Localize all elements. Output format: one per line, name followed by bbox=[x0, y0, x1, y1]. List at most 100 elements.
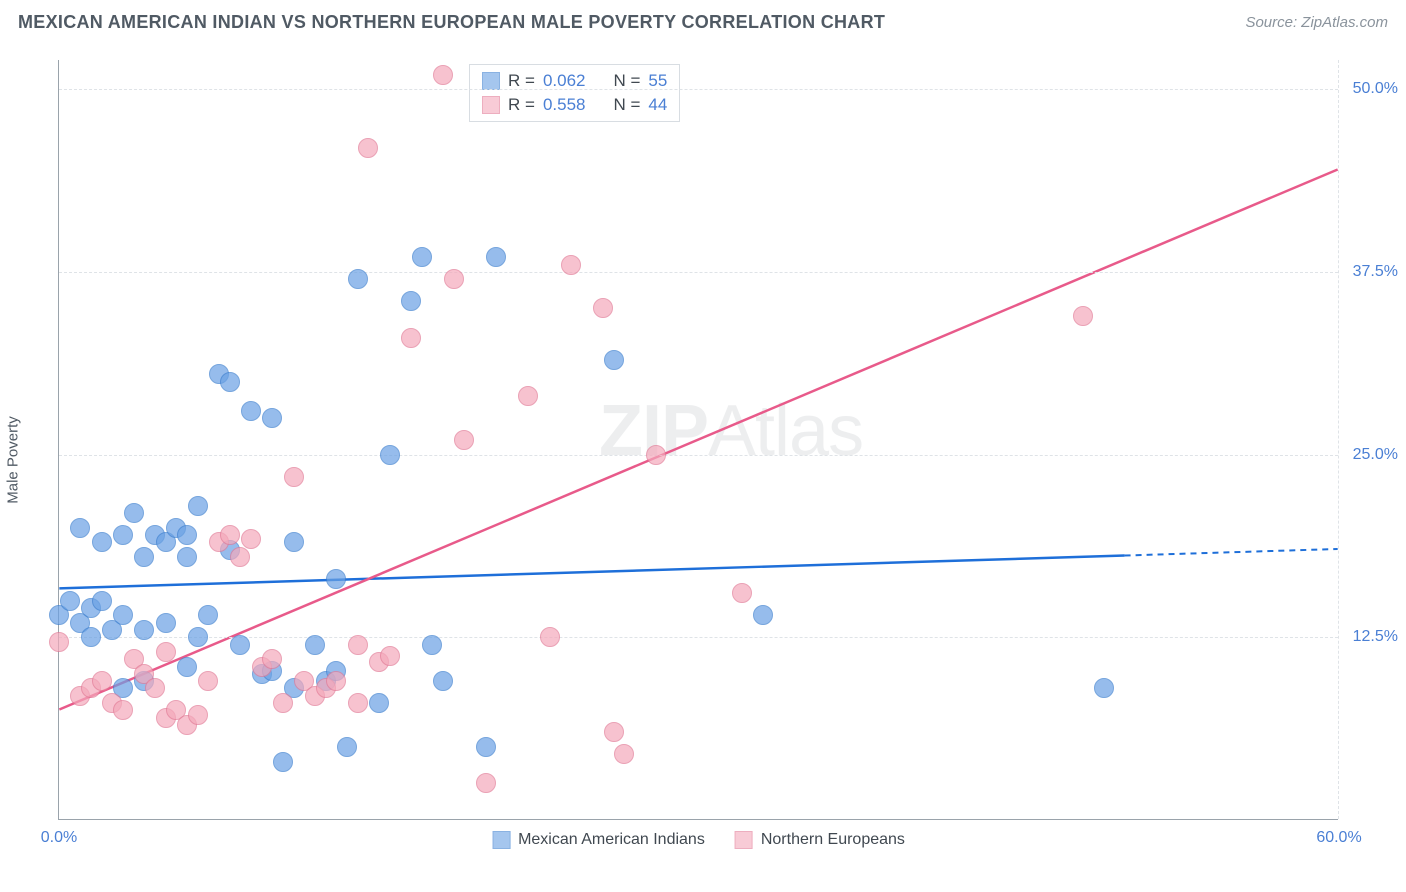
data-point bbox=[326, 671, 346, 691]
data-point bbox=[348, 635, 368, 655]
data-point bbox=[646, 445, 666, 465]
data-point bbox=[241, 401, 261, 421]
data-point bbox=[81, 627, 101, 647]
data-point bbox=[401, 328, 421, 348]
data-point bbox=[369, 693, 389, 713]
data-point bbox=[326, 569, 346, 589]
data-point bbox=[518, 386, 538, 406]
legend-swatch bbox=[492, 831, 510, 849]
trend-line bbox=[59, 169, 1337, 709]
trend-lines bbox=[59, 60, 1338, 819]
data-point bbox=[486, 247, 506, 267]
stats-row: R = 0.558 N = 44 bbox=[482, 93, 667, 117]
data-point bbox=[230, 635, 250, 655]
data-point bbox=[476, 773, 496, 793]
data-point bbox=[561, 255, 581, 275]
legend-swatch bbox=[482, 72, 500, 90]
gridline-y bbox=[59, 272, 1338, 273]
x-tick-label: 0.0% bbox=[41, 829, 77, 847]
legend-label: Northern Europeans bbox=[761, 831, 905, 849]
data-point bbox=[188, 496, 208, 516]
data-point bbox=[348, 269, 368, 289]
data-point bbox=[433, 65, 453, 85]
y-tick-label: 50.0% bbox=[1353, 80, 1398, 98]
r-value: 0.062 bbox=[543, 71, 586, 91]
n-value: 55 bbox=[648, 71, 667, 91]
gridline-y bbox=[59, 455, 1338, 456]
data-point bbox=[614, 744, 634, 764]
data-point bbox=[113, 525, 133, 545]
data-point bbox=[92, 532, 112, 552]
trend-line bbox=[59, 556, 1124, 589]
y-axis-label: Male Poverty bbox=[5, 416, 22, 504]
n-label: N = bbox=[613, 71, 640, 91]
data-point bbox=[604, 722, 624, 742]
stats-legend: R = 0.062 N = 55 R = 0.558 N = 44 bbox=[469, 64, 680, 122]
data-point bbox=[753, 605, 773, 625]
data-point bbox=[262, 649, 282, 669]
data-point bbox=[412, 247, 432, 267]
data-point bbox=[156, 642, 176, 662]
data-point bbox=[113, 605, 133, 625]
gridline-y bbox=[59, 89, 1338, 90]
data-point bbox=[198, 671, 218, 691]
data-point bbox=[60, 591, 80, 611]
x-tick-label: 60.0% bbox=[1316, 829, 1361, 847]
data-point bbox=[1094, 678, 1114, 698]
data-point bbox=[177, 525, 197, 545]
data-point bbox=[337, 737, 357, 757]
trend-line-dashed bbox=[1125, 549, 1338, 556]
data-point bbox=[1073, 306, 1093, 326]
data-point bbox=[92, 591, 112, 611]
data-point bbox=[273, 752, 293, 772]
data-point bbox=[177, 657, 197, 677]
r-value: 0.558 bbox=[543, 95, 586, 115]
data-point bbox=[220, 372, 240, 392]
data-point bbox=[134, 620, 154, 640]
source-attribution: Source: ZipAtlas.com bbox=[1245, 14, 1388, 31]
data-point bbox=[156, 613, 176, 633]
r-label: R = bbox=[508, 95, 535, 115]
data-point bbox=[422, 635, 442, 655]
data-point bbox=[230, 547, 250, 567]
watermark-rest: Atlas bbox=[708, 391, 863, 471]
data-point bbox=[540, 627, 560, 647]
data-point bbox=[348, 693, 368, 713]
plot-area: ZIPAtlas R = 0.062N = 55R = 0.558N = 44 … bbox=[58, 60, 1338, 820]
data-point bbox=[380, 445, 400, 465]
bottom-legend: Mexican American Indians Northern Europea… bbox=[492, 831, 905, 849]
data-point bbox=[241, 529, 261, 549]
legend-item: Northern Europeans bbox=[735, 831, 905, 849]
legend-swatch bbox=[482, 96, 500, 114]
data-point bbox=[188, 627, 208, 647]
data-point bbox=[476, 737, 496, 757]
y-tick-label: 12.5% bbox=[1353, 628, 1398, 646]
legend-item: Mexican American Indians bbox=[492, 831, 705, 849]
data-point bbox=[593, 298, 613, 318]
data-point bbox=[433, 671, 453, 691]
data-point bbox=[732, 583, 752, 603]
data-point bbox=[401, 291, 421, 311]
data-point bbox=[49, 632, 69, 652]
gridline-x-right bbox=[1338, 60, 1339, 819]
chart-container: Male Poverty ZIPAtlas R = 0.062N = 55R =… bbox=[18, 50, 1388, 870]
data-point bbox=[444, 269, 464, 289]
data-point bbox=[220, 525, 240, 545]
gridline-y bbox=[59, 637, 1338, 638]
n-value: 44 bbox=[648, 95, 667, 115]
data-point bbox=[92, 671, 112, 691]
data-point bbox=[188, 705, 208, 725]
data-point bbox=[262, 408, 282, 428]
chart-title: MEXICAN AMERICAN INDIAN VS NORTHERN EURO… bbox=[18, 12, 885, 33]
r-label: R = bbox=[508, 71, 535, 91]
data-point bbox=[198, 605, 218, 625]
n-label: N = bbox=[613, 95, 640, 115]
data-point bbox=[113, 700, 133, 720]
data-point bbox=[145, 678, 165, 698]
data-point bbox=[273, 693, 293, 713]
data-point bbox=[134, 547, 154, 567]
data-point bbox=[305, 635, 325, 655]
data-point bbox=[380, 646, 400, 666]
data-point bbox=[284, 532, 304, 552]
legend-swatch bbox=[735, 831, 753, 849]
